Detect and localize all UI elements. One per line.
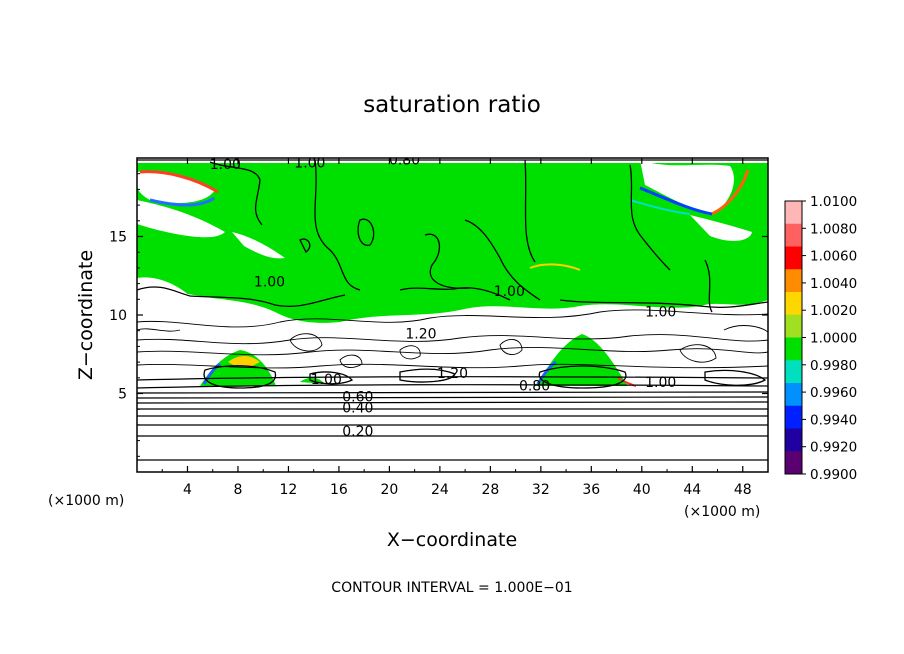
contour-label: 1.20 <box>437 366 468 382</box>
field-region-green <box>137 158 768 323</box>
contour-label: 1.00 <box>210 157 241 173</box>
colorbar-swatch <box>785 405 802 429</box>
contour-lines-upper <box>137 159 768 313</box>
contour-label: 1.00 <box>254 275 285 291</box>
colorbar-label: 1.0080 <box>810 221 857 237</box>
colorbar-label: 0.9900 <box>810 467 857 483</box>
colorbar-swatch <box>785 337 802 361</box>
field-edge-cool-left <box>149 196 215 207</box>
field-region-white-wedge <box>232 232 285 259</box>
x-tick-label: 40 <box>633 482 651 498</box>
colorbar-swatch <box>785 223 802 247</box>
field-region-white-right-flank <box>690 215 752 241</box>
colorbar-swatch <box>785 246 802 270</box>
x-tick-label: 44 <box>683 482 701 498</box>
x-axis-unit-right: (×1000 m) <box>684 504 760 520</box>
contour-labels: 1.00 1.00 0.80 1.00 1.00 1.00 1.20 1.00 1.20 0.80… <box>210 152 677 440</box>
x-tick-label: 20 <box>380 482 398 498</box>
colorbar-label: 1.0020 <box>810 303 857 319</box>
field-region-white-upper-left <box>137 170 215 203</box>
x-tick-label: 4 <box>183 482 192 498</box>
contour-label: 1.00 <box>294 155 325 171</box>
x-tick-label: 28 <box>481 482 499 498</box>
contour-lines-lower <box>137 376 768 461</box>
contour-label: 0.40 <box>342 400 373 416</box>
contour-label: 0.20 <box>342 424 373 440</box>
y-axis-ticks: 5 10 15 <box>109 173 768 457</box>
y-tick-label: 15 <box>109 230 127 246</box>
contour-lines-middle <box>137 309 768 369</box>
x-tick-label: 32 <box>532 482 550 498</box>
colorbar-swatch <box>785 201 802 225</box>
field-edge-cool-right <box>639 186 713 216</box>
colorbar-label: 1.0000 <box>810 331 857 347</box>
x-tick-label: 24 <box>431 482 449 498</box>
contour-label: 1.00 <box>645 305 676 321</box>
contour-label: 1.20 <box>405 327 436 343</box>
colorbar-swatch <box>785 428 802 452</box>
contour-label: 1.00 <box>645 375 676 391</box>
plot-area: 1.00 1.00 0.80 1.00 1.00 1.00 1.20 1.00 1.20 0.80… <box>137 152 768 472</box>
colorbar-label: 1.0040 <box>810 276 857 292</box>
x-tick-label: 48 <box>734 482 752 498</box>
colorbar-label: 0.9940 <box>810 412 857 428</box>
colorbar-label: 0.9920 <box>810 440 857 456</box>
colorbar-swatch <box>785 269 802 293</box>
colorbar-swatch <box>785 314 802 338</box>
x-axis-ticks: 4 8 12 16 20 24 28 32 36 40 44 48 <box>161 158 752 498</box>
x-axis-unit-left: (×1000 m) <box>48 493 124 509</box>
contour-interval-note: CONTOUR INTERVAL = 1.000E−01 <box>331 580 572 596</box>
colorbar-label: 1.0060 <box>810 249 857 265</box>
x-tick-label: 8 <box>233 482 242 498</box>
field-edge-warm-left <box>139 170 219 194</box>
colorbar-swatch <box>785 451 802 475</box>
field-cell-green-right <box>535 334 628 386</box>
field-cell-yellow-left <box>228 356 260 366</box>
field-cell-blue-right <box>536 360 557 385</box>
colorbar: 1.0100 1.0080 1.0060 1.0040 1.0020 1.0000 0.99… <box>784 194 857 483</box>
contour-label: 0.80 <box>519 378 550 394</box>
colorbar-swatch <box>785 360 802 384</box>
colorbar-label: 0.9980 <box>810 358 857 374</box>
chart-title: saturation ratio <box>363 92 541 118</box>
contour-label: 0.60 <box>342 389 373 405</box>
field-edge-cyan-right <box>629 199 691 215</box>
field-edge-warm-right <box>711 169 750 216</box>
colorbar-label: 1.0100 <box>810 194 857 210</box>
field-region-white-left-mid <box>137 200 225 238</box>
colorbar-swatch <box>785 383 802 407</box>
y-tick-label: 5 <box>118 387 127 403</box>
field-cell-blue-left <box>202 362 221 385</box>
colorbar-swatch <box>785 292 802 316</box>
colorbar-label: 0.9960 <box>810 385 857 401</box>
y-tick-label: 10 <box>109 308 127 324</box>
y-axis-label: Z−coordinate <box>75 250 97 380</box>
contour-label: 1.00 <box>494 284 525 300</box>
x-tick-label: 12 <box>280 482 298 498</box>
contour-label: 1.00 <box>311 372 342 388</box>
x-tick-label: 36 <box>582 482 600 498</box>
field-cell-green-left <box>200 350 276 386</box>
field-region-white-upper-right <box>640 160 734 214</box>
contour-label: 0.80 <box>389 152 420 168</box>
field-edge-yellow-mid <box>529 263 581 271</box>
x-tick-label: 16 <box>330 482 348 498</box>
x-axis-label: X−coordinate <box>387 529 517 551</box>
